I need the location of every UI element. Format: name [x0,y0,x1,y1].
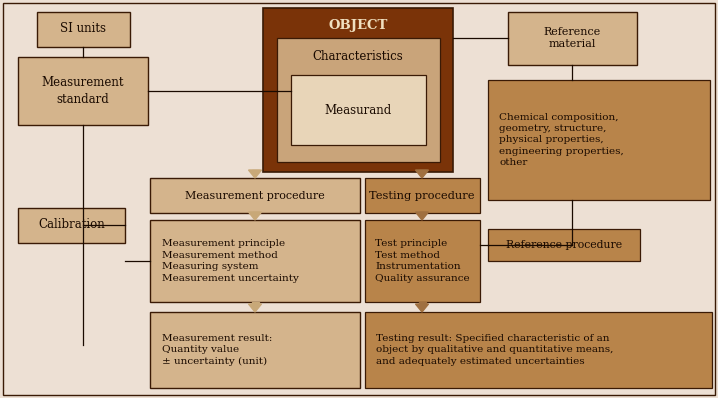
Polygon shape [419,302,426,304]
Polygon shape [248,212,261,220]
Bar [365,312,712,388]
Polygon shape [251,212,258,213]
Text: Measurand: Measurand [325,103,391,117]
Bar [150,220,360,302]
Bar [488,80,710,200]
Bar [365,220,480,302]
Bar [263,8,453,172]
Bar [488,229,640,261]
Text: Measurement principle
Measurement method
Measuring system
Measurement uncertaint: Measurement principle Measurement method… [162,239,299,283]
Text: Reference procedure: Reference procedure [506,240,622,250]
Text: SI units: SI units [60,23,106,35]
Text: Chemical composition,
geometry, structure,
physical properties,
engineering prop: Chemical composition, geometry, structur… [499,113,624,168]
Bar [37,12,130,47]
Text: Measurement
standard: Measurement standard [42,76,124,106]
Polygon shape [248,304,261,312]
Polygon shape [416,170,429,178]
Text: OBJECT: OBJECT [328,20,388,33]
Polygon shape [251,170,258,172]
Text: Calibration: Calibration [39,219,106,232]
Text: Measurement procedure: Measurement procedure [185,191,325,201]
Polygon shape [419,212,426,213]
Text: Reference
material: Reference material [544,27,601,49]
Polygon shape [416,304,429,312]
Polygon shape [416,212,429,220]
Bar [18,208,125,243]
Text: Testing result: Specified characteristic of an
object by qualitative and quantit: Testing result: Specified characteristic… [376,334,613,366]
Polygon shape [251,302,258,304]
Bar [150,178,360,213]
Text: Characteristics: Characteristics [312,51,404,64]
Bar [365,178,480,213]
Bar [291,75,426,145]
Bar [150,312,360,388]
Polygon shape [419,170,426,172]
Bar [277,38,440,162]
Bar [18,57,148,125]
Text: Test principle
Test method
Instrumentation
Quality assurance: Test principle Test method Instrumentati… [375,239,470,283]
Text: Measurement result:
Quantity value
± uncertainty (unit): Measurement result: Quantity value ± unc… [162,334,272,366]
Bar [508,12,637,65]
Polygon shape [248,170,261,178]
Text: Testing procedure: Testing procedure [369,191,475,201]
